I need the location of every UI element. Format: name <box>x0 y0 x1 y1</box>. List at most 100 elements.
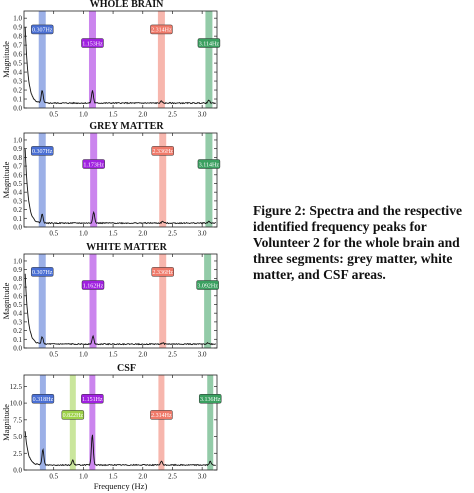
peak-label: 3.092Hz <box>197 283 218 289</box>
spectrum-line <box>24 149 216 225</box>
y-tick-label: 0.8 <box>13 275 22 283</box>
y-tick-label: 0.5 <box>13 301 22 309</box>
peak-band <box>88 11 96 108</box>
x-tick-label: 2.5 <box>168 473 177 481</box>
peak-label-box <box>198 394 222 404</box>
x-tick-label: 0.5 <box>49 111 58 119</box>
y-axis-label: Magnitude <box>1 161 11 198</box>
peak-band <box>39 375 46 470</box>
chart-panel-1: WHOLE BRAINMagnitude0.00.10.20.30.40.50.… <box>1 0 221 119</box>
peak-label: 2.336Hz <box>152 270 173 276</box>
spectrum-line <box>24 273 216 346</box>
panel-title: WHOLE BRAIN <box>90 0 164 10</box>
y-tick-label: 0.3 <box>13 318 22 326</box>
y-tick-label: 0.6 <box>13 292 22 300</box>
y-tick-label: 0.4 <box>13 310 22 318</box>
spectrum-line <box>24 27 216 105</box>
y-tick-label: 0.8 <box>13 154 22 162</box>
x-tick-label: 2.5 <box>168 111 177 119</box>
y-tick-label: 0.9 <box>13 266 22 274</box>
peak-label-box <box>196 280 219 290</box>
peak-label: 1.173Hz <box>83 162 104 168</box>
peak-band <box>157 11 165 108</box>
peak-label: 1.162Hz <box>83 283 104 289</box>
x-tick-label: 2.5 <box>168 351 177 359</box>
peak-band <box>69 375 76 470</box>
x-tick-label: 1.0 <box>79 473 88 481</box>
peak-label: 2.314Hz <box>151 28 172 34</box>
peak-label-box <box>151 146 174 156</box>
peak-band <box>158 375 165 470</box>
y-tick-label: 1.0 <box>13 136 22 144</box>
peak-label-box <box>30 267 54 277</box>
peak-label-box <box>151 267 174 277</box>
peak-label-box <box>81 394 104 404</box>
peak-label: 0.307Hz <box>32 28 53 34</box>
y-axis-label: Magnitude <box>1 404 11 441</box>
x-tick-label: 0.5 <box>49 351 58 359</box>
y-tick-label: 0.9 <box>13 145 22 153</box>
peak-band <box>205 133 213 227</box>
x-tick-label: 1.0 <box>79 230 88 238</box>
y-tick-label: 0.5 <box>13 60 22 68</box>
peak-label-box <box>30 24 54 35</box>
peak-band <box>159 254 167 348</box>
peak-label: 1.151Hz <box>82 397 103 403</box>
peak-band <box>159 133 167 227</box>
spectrum-line <box>24 431 216 467</box>
y-tick-label: 0.2 <box>13 327 22 335</box>
y-tick-label: 0.0 <box>13 105 22 113</box>
peak-band <box>207 375 214 470</box>
plot-frame <box>23 253 218 349</box>
x-tick-label: 1.0 <box>79 351 88 359</box>
y-tick-label: 0.4 <box>13 69 22 77</box>
peak-label-box <box>150 24 173 35</box>
chart-panel-2: GREY MATTERMagnitude0.00.10.20.30.40.50.… <box>1 121 221 238</box>
panel-title: GREY MATTER <box>89 121 164 132</box>
y-tick-label: 0.4 <box>13 189 22 197</box>
chart-panel-3: WHITE MATTERMagnitude0.00.10.20.30.40.50… <box>1 242 219 359</box>
peak-label: 0.307Hz <box>32 149 53 155</box>
peak-label-box <box>31 394 55 404</box>
y-tick-label: 0.6 <box>13 51 22 59</box>
panel-title: WHITE MATTER <box>86 242 167 253</box>
x-tick-label: 2.0 <box>138 230 147 238</box>
plot-frame <box>23 374 218 471</box>
peak-band <box>89 375 96 470</box>
peak-band <box>90 133 98 227</box>
peak-label-box <box>150 410 173 420</box>
y-tick-label: 0.0 <box>13 467 22 475</box>
y-tick-label: 0.1 <box>13 215 22 223</box>
y-tick-label: 10.0 <box>10 400 23 408</box>
peak-band <box>204 254 212 348</box>
peak-band <box>89 254 97 348</box>
peak-label-box <box>82 159 105 169</box>
y-tick-label: 2.5 <box>13 450 22 458</box>
y-tick-label: 7.5 <box>13 416 22 424</box>
x-tick-label: 0.5 <box>49 230 58 238</box>
x-tick-label: 3.0 <box>198 473 207 481</box>
y-tick-label: 0.2 <box>13 206 22 214</box>
x-tick-label: 2.0 <box>138 351 147 359</box>
y-tick-label: 0.0 <box>13 345 22 353</box>
y-tick-label: 12.5 <box>10 383 23 391</box>
peak-label-box <box>61 410 85 420</box>
x-tick-label: 3.0 <box>198 111 207 119</box>
peak-label-box <box>81 280 105 290</box>
y-tick-label: 0.8 <box>13 33 22 41</box>
peak-band <box>38 254 46 348</box>
y-tick-label: 1.0 <box>13 257 22 265</box>
y-tick-label: 0.2 <box>13 87 22 95</box>
x-tick-label: 1.5 <box>109 111 118 119</box>
y-tick-label: 0.7 <box>13 284 22 292</box>
figure-caption: Figure 2: Spectra and the respective ide… <box>253 203 463 282</box>
peak-label-box <box>81 38 104 48</box>
peak-label: 3.114Hz <box>199 162 220 168</box>
plot-frame <box>23 10 218 109</box>
peak-label: 0.318Hz <box>33 397 54 403</box>
peak-label: 2.336Hz <box>152 149 173 155</box>
y-tick-label: 0.9 <box>13 24 22 32</box>
x-tick-label: 3.0 <box>198 230 207 238</box>
y-tick-label: 0.3 <box>13 78 22 86</box>
